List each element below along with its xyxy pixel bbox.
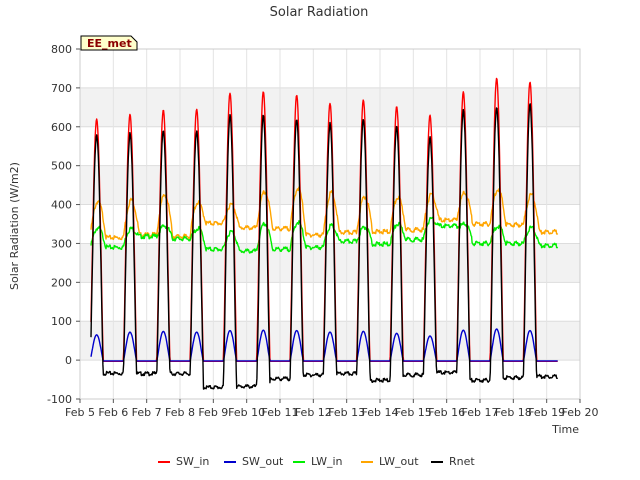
y-tick-label: 200 [51,276,72,289]
x-tick-label: Feb 10 [228,406,265,419]
legend-label: LW_in [311,455,343,468]
grid-band [80,321,580,361]
legend-item-lw-in: LW_in [293,455,343,468]
legend-label: LW_out [379,455,419,468]
x-tick-label: Feb 6 [98,406,128,419]
plot-frame [79,48,581,400]
y-axis-label: Solar Radiation (W/m2) [8,162,21,290]
ee-met-badge: EE_met [80,35,138,51]
grid-band [80,243,580,283]
x-tick-label: Feb 16 [428,406,465,419]
x-axis-label: Time [551,423,579,436]
x-tick-label: Feb 14 [362,406,399,419]
x-tick-label: Feb 12 [295,406,332,419]
legend-label: Rnet [449,455,475,468]
legend-item-lw-out: LW_out [361,455,419,468]
y-tick-label: 800 [51,43,72,56]
legend-item-rnet: Rnet [431,455,475,468]
y-tick-label: 600 [51,121,72,134]
y-tick-label: 0 [65,354,72,367]
y-tick-label: 700 [51,82,72,95]
x-tick-label: Feb 9 [198,406,228,419]
x-tick-label: Feb 11 [262,406,299,419]
series-line-rnet [90,103,559,390]
x-tick-label: Feb 18 [495,406,532,419]
x-tick-label: Feb 20 [562,406,599,419]
x-tick-label: Feb 15 [395,406,432,419]
badge-box [80,35,138,51]
legend-item-sw-out: SW_out [224,455,284,468]
y-tick-label: 400 [51,199,72,212]
axes [79,48,581,400]
x-tick-label: Feb 17 [462,406,499,419]
x-tick-label: Feb 19 [528,406,565,419]
x-tick-label: Feb 7 [132,406,162,419]
y-axis-ticks: -100 0 100 200 300 400 500 600 700 800 [47,43,80,406]
series-line-lw-in [90,216,559,254]
badge-label: EE_met [87,37,132,50]
chart-title: Solar Radiation [270,5,369,20]
series-line-lw-out [90,186,559,241]
legend: SW_in SW_out LW_in LW_out Rnet [158,455,475,468]
grid-band [80,165,580,205]
y-tick-label: 500 [51,160,72,173]
x-tick-label: Feb 13 [328,406,365,419]
y-tick-label: 100 [51,315,72,328]
legend-item-sw-in: SW_in [158,455,209,468]
x-tick-label: Feb 5 [65,406,95,419]
y-tick-label: -100 [47,393,72,406]
legend-label: SW_in [176,455,209,468]
legend-label: SW_out [242,455,284,468]
series-lines [90,77,559,390]
x-tick-label: Feb 8 [165,406,195,419]
y-tick-label: 300 [51,237,72,250]
